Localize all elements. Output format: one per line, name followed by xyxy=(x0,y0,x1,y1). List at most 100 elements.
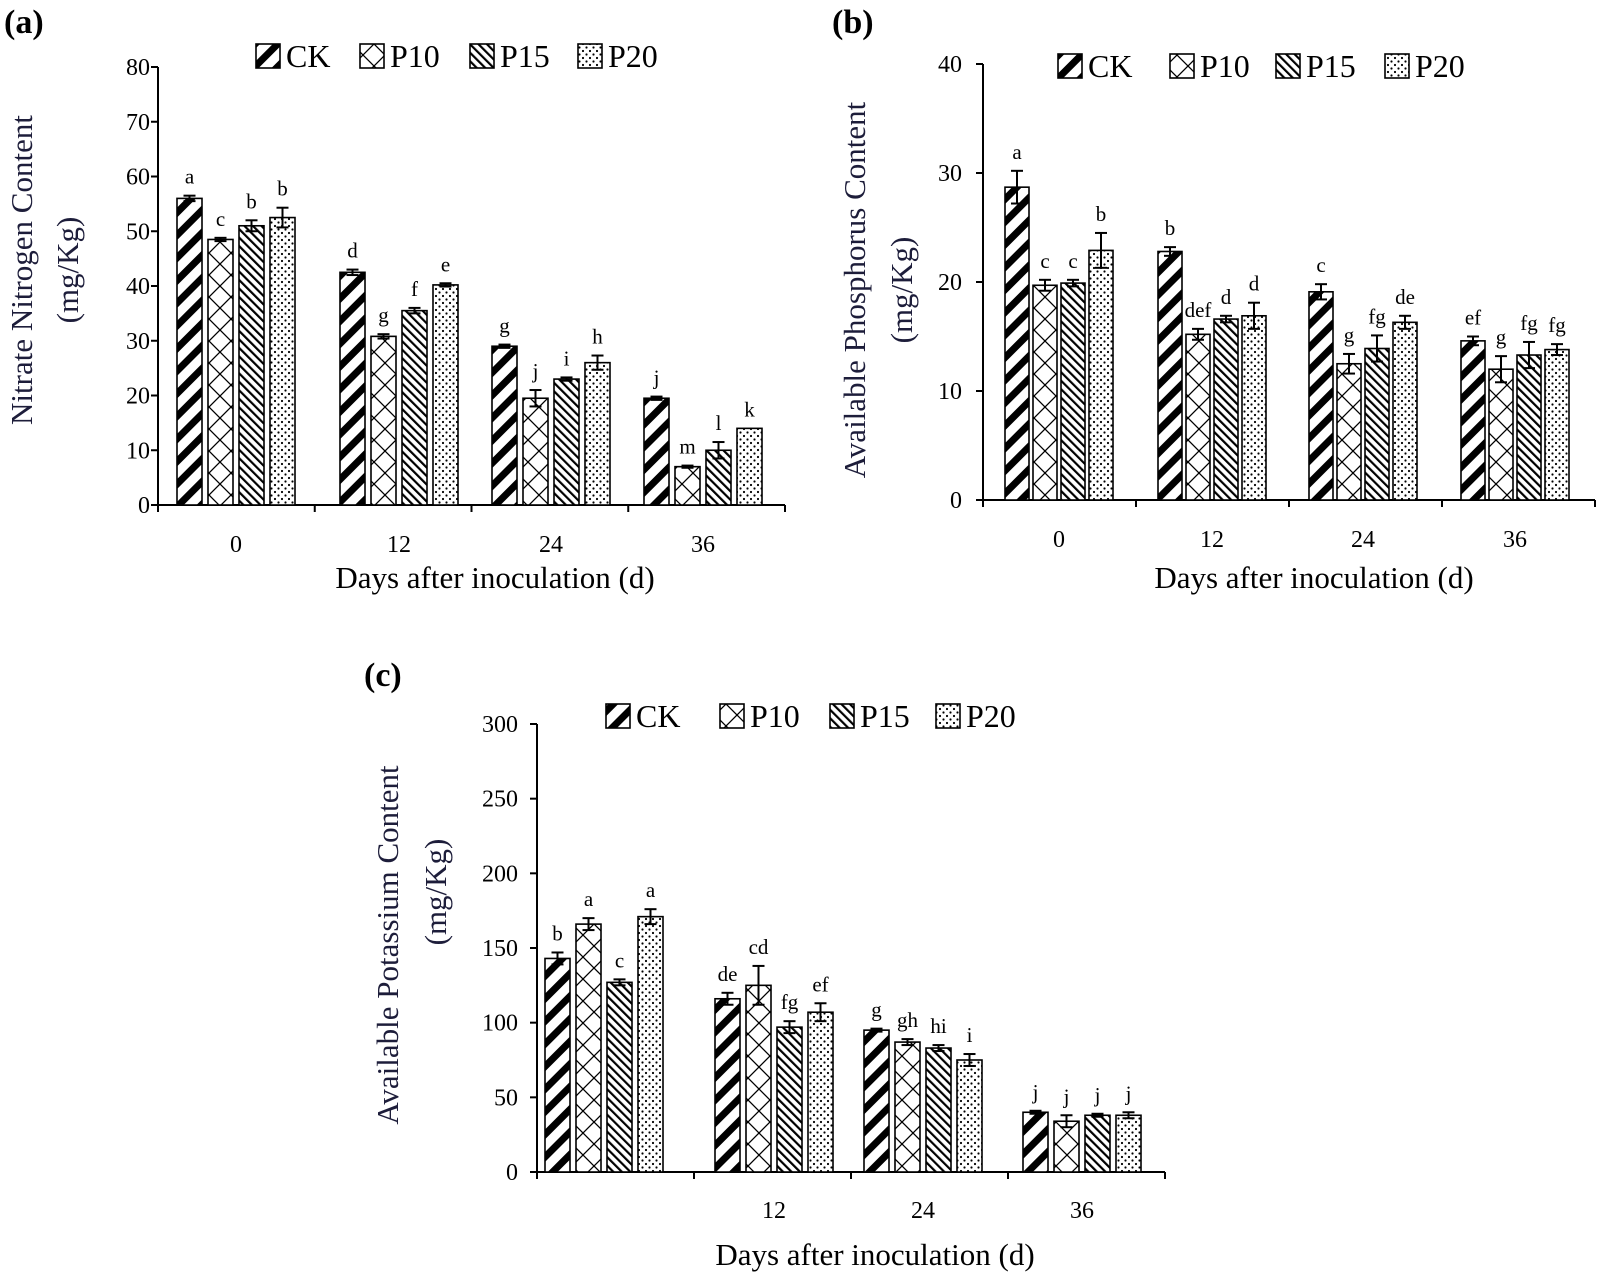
b-bar-p15 xyxy=(1213,318,1239,501)
a-bar-ck xyxy=(491,345,518,506)
a-legend-swatch-p10 xyxy=(359,43,385,69)
b-category-label: 0 xyxy=(1053,527,1065,553)
panel-c-ylabel-line2: (mg/Kg) xyxy=(418,839,453,946)
a-significance-letter: i xyxy=(564,346,570,370)
a-significance-letter: j xyxy=(532,359,539,383)
a-significance-letter: f xyxy=(411,277,418,301)
a-significance-letter: g xyxy=(378,303,389,327)
b-significance-letter: c xyxy=(1068,249,1077,273)
b-significance-letter: fg xyxy=(1520,311,1538,335)
a-legend-swatch-p20 xyxy=(577,43,603,69)
b-bar-p10 xyxy=(1185,333,1211,501)
a-y-tick-label: 60 xyxy=(126,165,150,191)
c-significance-letter: a xyxy=(584,887,594,911)
panel-b-legend: CK P10 P15 P20 xyxy=(1057,48,1465,84)
b-legend-label: P20 xyxy=(1415,48,1465,84)
c-bar-ck xyxy=(863,1029,890,1173)
b-bar-p10 xyxy=(1336,362,1362,501)
b-bar-p10 xyxy=(1488,368,1514,501)
panel-c: (c) Available Potassium Content (mg/Kg) … xyxy=(364,657,1166,1272)
a-bar-p10 xyxy=(370,335,397,506)
b-legend-label: P10 xyxy=(1200,48,1250,84)
c-bar-p15 xyxy=(925,1047,952,1173)
b-significance-letter: b xyxy=(1165,216,1176,240)
b-y-tick-label: 40 xyxy=(938,52,962,78)
b-significance-letter: c xyxy=(1316,253,1325,277)
c-significance-letter: cd xyxy=(749,935,769,959)
b-significance-letter: g xyxy=(1344,323,1355,347)
panel-b-ylabel-line2: (mg/Kg) xyxy=(884,237,919,344)
a-significance-letter: k xyxy=(744,397,755,421)
c-bar-ck xyxy=(714,997,741,1173)
b-bar-ck xyxy=(1004,186,1030,501)
c-significance-letter: i xyxy=(967,1023,973,1047)
b-bar-ck xyxy=(1308,291,1334,501)
panel-b-ylabel-line1: Available Phosphorus Content xyxy=(837,101,872,478)
panel-c-label: (c) xyxy=(364,657,402,694)
b-category-label: 36 xyxy=(1503,527,1527,553)
c-y-tick-label: 100 xyxy=(482,1011,518,1037)
b-significance-letter: de xyxy=(1395,285,1415,309)
a-bar-p10 xyxy=(522,397,549,506)
a-significance-letter: c xyxy=(216,207,225,231)
c-bar-p10 xyxy=(745,984,772,1173)
c-significance-letter: j xyxy=(1032,1080,1039,1104)
b-legend-swatch-ck xyxy=(1057,53,1083,79)
c-significance-letter: j xyxy=(1125,1081,1132,1105)
a-category-label: 12 xyxy=(387,532,411,558)
a-bar-p15 xyxy=(705,449,732,506)
a-significance-letter: j xyxy=(653,366,660,390)
a-bar-p15 xyxy=(238,224,265,506)
a-legend-label: P10 xyxy=(390,38,440,74)
c-significance-letter: c xyxy=(615,948,624,972)
c-bar-p20 xyxy=(956,1059,983,1173)
panel-c-legend: CK P10 P15 P20 xyxy=(605,698,1016,734)
a-significance-letter: g xyxy=(499,314,510,338)
panel-a-label: (a) xyxy=(4,4,44,41)
b-bar-p20 xyxy=(1544,348,1570,501)
c-significance-letter: b xyxy=(552,921,563,945)
panel-c-ylabel-line1: Available Potassium Content xyxy=(370,765,405,1125)
c-legend-label: P20 xyxy=(966,698,1016,734)
c-y-tick-label: 300 xyxy=(482,712,518,738)
a-bar-ck xyxy=(176,197,203,506)
c-bar-p15 xyxy=(1084,1114,1111,1173)
b-category-label: 12 xyxy=(1200,527,1224,553)
a-significance-letter: a xyxy=(185,165,195,189)
b-significance-letter: d xyxy=(1249,272,1260,296)
a-category-label: 24 xyxy=(539,532,563,558)
c-significance-letter: j xyxy=(1063,1084,1070,1108)
b-significance-letter: def xyxy=(1185,298,1212,322)
b-bar-ck xyxy=(1460,340,1486,501)
c-bar-p10 xyxy=(894,1041,921,1173)
b-legend-swatch-p10 xyxy=(1169,53,1195,79)
c-y-tick-label: 150 xyxy=(482,936,518,962)
c-y-tick-label: 50 xyxy=(494,1085,518,1111)
a-bar-p10 xyxy=(674,465,701,506)
a-y-tick-label: 10 xyxy=(126,438,150,464)
c-significance-letter: hi xyxy=(930,1014,947,1038)
c-legend-swatch-p20 xyxy=(935,703,961,729)
a-legend-swatch-p15 xyxy=(469,43,495,69)
a-category-label: 0 xyxy=(230,532,242,558)
b-significance-letter: fg xyxy=(1548,313,1566,337)
a-bar-p10 xyxy=(207,238,234,506)
b-bar-p15 xyxy=(1060,282,1086,501)
c-significance-letter: ef xyxy=(812,972,828,996)
b-legend-label: CK xyxy=(1088,48,1132,84)
c-bar-p20 xyxy=(807,1011,834,1173)
a-bar-ck xyxy=(643,397,670,506)
c-legend-label: P10 xyxy=(750,698,800,734)
b-bar-ck xyxy=(1157,250,1183,501)
c-significance-letter: fg xyxy=(781,990,799,1014)
b-bar-p20 xyxy=(1088,249,1114,501)
panel-a-xlabel: Days after inoculation (d) xyxy=(335,560,654,595)
a-y-tick-label: 20 xyxy=(126,384,150,410)
b-legend-label: P15 xyxy=(1306,48,1356,84)
a-y-tick-label: 80 xyxy=(126,55,150,81)
b-significance-letter: d xyxy=(1221,285,1232,309)
panel-b: (b) Available Phosphorus Content (mg/Kg)… xyxy=(832,4,1596,595)
c-bar-p15 xyxy=(776,1026,803,1173)
c-significance-letter: g xyxy=(871,998,882,1022)
